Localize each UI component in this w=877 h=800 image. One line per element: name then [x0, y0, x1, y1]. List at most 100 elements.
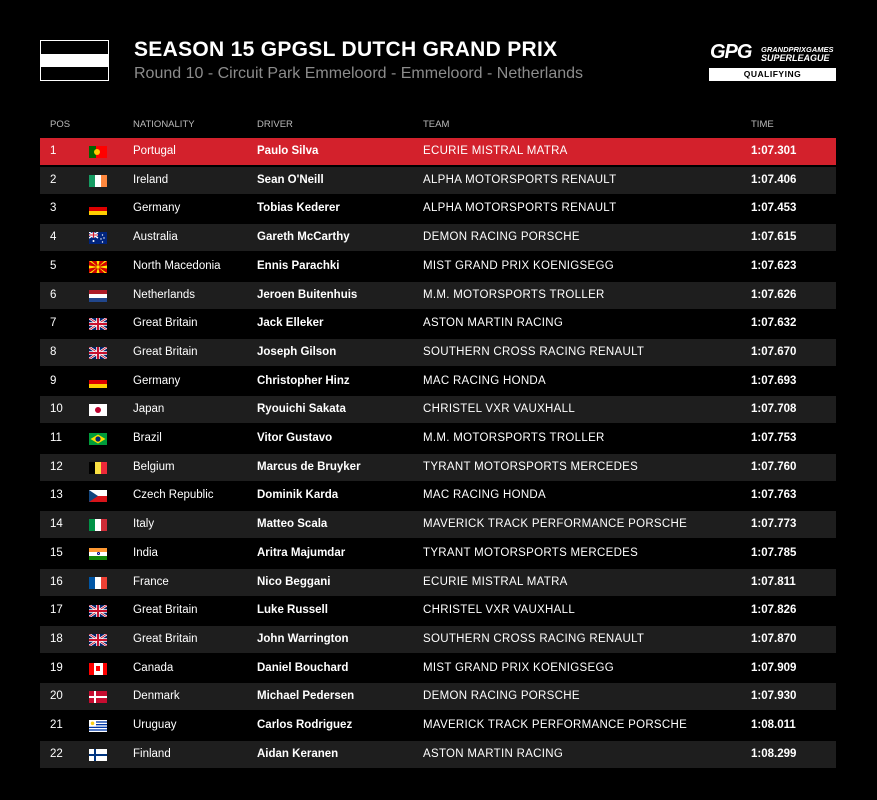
- north-macedonia-flag-icon: [89, 260, 107, 273]
- page-title: SEASON 15 GPGSL DUTCH GRAND PRIX: [134, 38, 558, 61]
- time-cell: 1:07.301: [751, 145, 797, 157]
- column-header-pos: POS: [50, 119, 71, 130]
- nationality-cell: Great Britain: [133, 632, 198, 645]
- time-cell: 1:07.453: [751, 202, 797, 215]
- time-cell: 1:07.760: [751, 460, 797, 473]
- driver-cell: Jeroen Buitenhuis: [257, 288, 358, 301]
- table-row: 1 Portugal Paulo Silva ECURIE MISTRAL MATRA…: [40, 138, 836, 165]
- table-row: 17 Great Britain Luke Russell CHRISTEL VXR …: [40, 597, 836, 624]
- table-row: 15 India Aritra Majumdar TYRANT MOTORSPORTS…: [40, 540, 836, 567]
- driver-cell: Tobias Kederer: [257, 202, 340, 215]
- time-cell: 1:07.773: [751, 518, 797, 531]
- team-cell: CHRISTEL VXR VAUXHALL: [423, 604, 576, 617]
- position-cell: 21: [50, 719, 63, 731]
- time-cell: 1:07.626: [751, 288, 797, 301]
- nationality-cell: Finland: [133, 747, 171, 760]
- team-cell: MAC RACING HONDA: [423, 374, 547, 387]
- germany-flag-icon: [89, 375, 107, 388]
- team-cell: M.M. MOTORSPORTS TROLLER: [423, 288, 605, 301]
- driver-cell: Carlos Rodriguez: [257, 719, 353, 731]
- driver-cell: Joseph Gilson: [257, 345, 337, 358]
- nationality-cell: Great Britain: [133, 317, 198, 330]
- driver-cell: Michael Pedersen: [257, 690, 355, 703]
- driver-cell: Jack Elleker: [257, 317, 324, 330]
- portugal-flag-icon: [89, 146, 107, 158]
- finland-flag-icon: [89, 748, 107, 761]
- nationality-cell: Germany: [133, 202, 181, 215]
- position-cell: 17: [50, 604, 63, 617]
- page-subtitle: Round 10 - Circuit Park Emmeloord - Emme…: [134, 65, 584, 82]
- nationality-cell: Denmark: [133, 690, 180, 703]
- team-cell: CHRISTEL VXR VAUXHALL: [423, 403, 576, 416]
- nationality-cell: Italy: [133, 518, 155, 531]
- time-cell: 1:07.615: [751, 231, 797, 244]
- denmark-flag-icon: [89, 691, 107, 704]
- brazil-flag-icon: [89, 433, 107, 445]
- column-header-driver: DRIVER: [257, 119, 293, 130]
- position-cell: 6: [50, 288, 57, 301]
- nationality-cell: Great Britain: [133, 604, 198, 617]
- driver-cell: Daniel Bouchard: [257, 661, 349, 674]
- nationality-cell: Portugal: [133, 145, 176, 157]
- driver-cell: Matteo Scala: [257, 518, 328, 531]
- nationality-cell: Ireland: [133, 173, 169, 186]
- position-cell: 10: [50, 403, 63, 416]
- driver-cell: Dominik Karda: [257, 489, 339, 502]
- nationality-cell: Czech Republic: [133, 489, 214, 502]
- position-cell: 7: [50, 317, 57, 330]
- nationality-cell: Brazil: [133, 432, 162, 444]
- table-row: 5 North Macedonia Ennis Parachki MIST GRAND…: [40, 253, 836, 280]
- logo-mark: GPG: [710, 41, 752, 63]
- table-row: 10 Japan Ryouichi Sakata CHRISTEL VXR VAUXH…: [40, 396, 836, 424]
- table-row: 14 Italy Matteo Scala MAVERICK TRACK PERFOR…: [40, 511, 836, 539]
- italy-flag-icon: [89, 519, 107, 532]
- table-row: 2 Ireland Sean O'Neill ALPHA MOTORSPORTS RE…: [40, 166, 836, 194]
- driver-cell: Nico Beggani: [257, 575, 331, 588]
- nationality-cell: North Macedonia: [133, 259, 221, 272]
- time-cell: 1:07.406: [751, 173, 797, 186]
- team-cell: MAVERICK TRACK PERFORMANCE PORSCHE: [423, 518, 688, 531]
- position-cell: 5: [50, 259, 57, 272]
- nationality-cell: Germany: [133, 374, 181, 387]
- session-label: QUALIFYING: [709, 68, 836, 81]
- team-cell: MAVERICK TRACK PERFORMANCE PORSCHE: [423, 719, 688, 731]
- time-cell: 1:07.785: [751, 546, 797, 559]
- canada-flag-icon: [89, 662, 107, 675]
- position-cell: 11: [50, 432, 62, 444]
- driver-cell: Gareth McCarthy: [257, 231, 350, 244]
- column-header-team: TEAM: [423, 119, 450, 130]
- driver-cell: Aidan Keranen: [257, 747, 339, 760]
- nationality-cell: Australia: [133, 231, 178, 244]
- ireland-flag-icon: [89, 174, 107, 187]
- nationality-cell: Great Britain: [133, 345, 198, 358]
- australia-flag-icon: [89, 232, 107, 245]
- position-cell: 18: [50, 632, 63, 645]
- table-row: 7 Great Britain Jack Elleker ASTON MARTIN R…: [40, 310, 836, 337]
- uruguay-flag-icon: [89, 720, 107, 732]
- table-row: 16 France Nico Beggani ECURIE MISTRAL MATRA…: [40, 568, 836, 596]
- time-cell: 1:07.693: [751, 374, 797, 387]
- table-row: 12 Belgium Marcus de Bruyker TYRANT MOTORSP…: [40, 453, 836, 481]
- team-cell: TYRANT MOTORSPORTS MERCEDES: [423, 546, 639, 559]
- driver-cell: Sean O'Neill: [257, 173, 324, 186]
- germany-flag-icon: [89, 203, 107, 216]
- india-flag-icon: [89, 547, 107, 560]
- time-cell: 1:07.763: [751, 489, 797, 502]
- position-cell: 16: [50, 575, 63, 588]
- position-cell: 2: [50, 173, 57, 186]
- position-cell: 12: [50, 460, 63, 473]
- table-row: 19 Canada Daniel Bouchard MIST GRAND PRIX K…: [40, 655, 836, 682]
- team-cell: ECURIE MISTRAL MATRA: [423, 145, 568, 157]
- driver-cell: Paulo Silva: [257, 145, 319, 157]
- time-cell: 1:07.623: [751, 259, 797, 272]
- time-cell: 1:08.299: [751, 747, 797, 760]
- team-cell: ALPHA MOTORSPORTS RENAULT: [423, 173, 617, 186]
- table-row: 18 Great Britain John Warrington SOUTHERN C…: [40, 625, 836, 653]
- event-flag-icon: [40, 40, 109, 81]
- position-cell: 8: [50, 345, 57, 358]
- czech-republic-flag-icon: [89, 490, 107, 503]
- time-cell: 1:07.670: [751, 345, 797, 358]
- team-cell: M.M. MOTORSPORTS TROLLER: [423, 432, 605, 444]
- great-britain-flag-icon: [89, 633, 107, 646]
- nationality-cell: Japan: [133, 403, 165, 416]
